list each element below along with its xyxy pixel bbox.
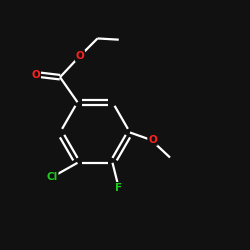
Text: F: F bbox=[115, 183, 122, 193]
Text: O: O bbox=[148, 135, 157, 145]
Text: O: O bbox=[76, 51, 84, 61]
Text: O: O bbox=[32, 70, 40, 80]
Text: Cl: Cl bbox=[46, 172, 58, 181]
